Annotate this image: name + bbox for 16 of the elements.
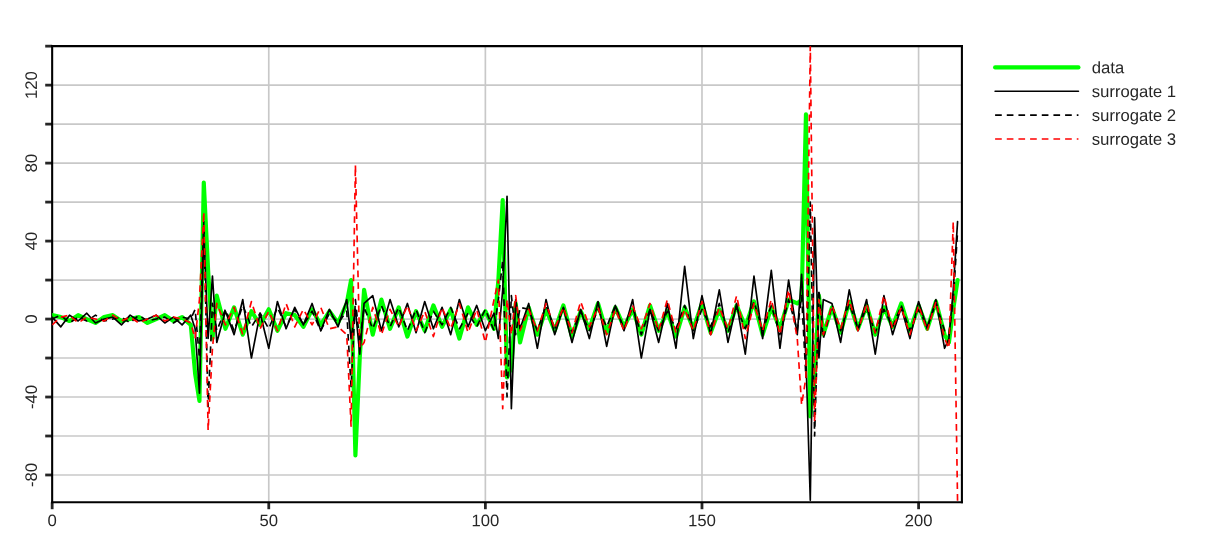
x-tick-label: 0 (48, 514, 57, 527)
x-tick-label: 100 (472, 514, 499, 527)
legend-label: surrogate 3 (1092, 133, 1176, 149)
y-tick-label: 40 (25, 232, 38, 250)
x-tick-label: 50 (260, 514, 278, 527)
legend-label: data (1092, 61, 1125, 74)
x-tick-label: 200 (905, 514, 932, 527)
y-tick-label: 0 (25, 315, 38, 324)
line-series (52, 46, 959, 503)
y-tick-label: 120 (25, 71, 38, 98)
legend-label: surrogate 1 (1092, 85, 1176, 101)
y-tick-label: -80 (25, 463, 38, 487)
y-tick-label: 80 (25, 154, 38, 172)
y-tick-label: -40 (25, 385, 38, 409)
legend-label: surrogate 2 (1092, 109, 1176, 125)
x-tick-label: 150 (689, 514, 716, 527)
